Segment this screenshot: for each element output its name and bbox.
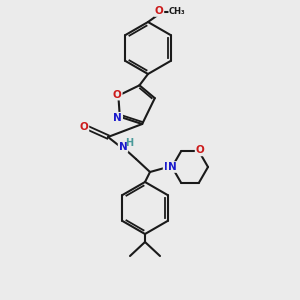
Text: N: N xyxy=(168,162,176,172)
Text: H: H xyxy=(125,138,133,148)
Text: N: N xyxy=(113,113,122,123)
Text: N: N xyxy=(118,142,127,152)
Text: O: O xyxy=(80,122,88,132)
Text: CH₃: CH₃ xyxy=(169,7,186,16)
Text: O: O xyxy=(113,90,122,100)
Text: N: N xyxy=(164,162,172,172)
Text: O: O xyxy=(154,6,164,16)
Text: O: O xyxy=(196,146,204,155)
